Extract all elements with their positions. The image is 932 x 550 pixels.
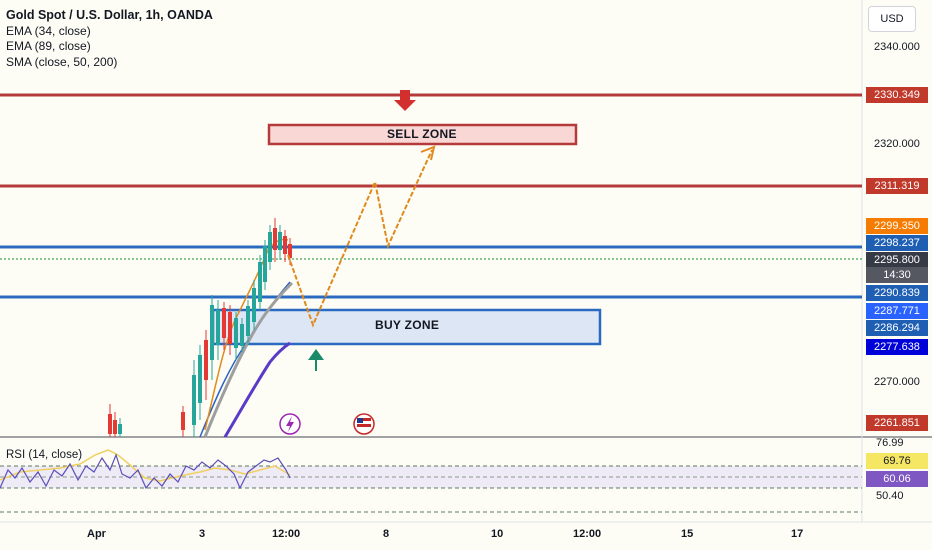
time-axis-label: 3 — [199, 528, 206, 540]
indicator-sma[interactable]: SMA (close, 50, 200) — [6, 54, 118, 69]
rsi-band — [0, 466, 862, 488]
symbol-title[interactable]: Gold Spot / U.S. Dollar, 1h, OANDA — [6, 8, 213, 22]
time-axis-label: 12:00 — [272, 528, 301, 540]
candle-body — [240, 324, 244, 346]
candlesticks[interactable] — [108, 218, 292, 437]
candle-body — [204, 340, 208, 380]
ema-89-line — [223, 341, 291, 438]
rsi-axis-bottom: 50.40 — [876, 490, 904, 502]
candle-body — [234, 318, 238, 348]
indicator-ema-34[interactable]: EMA (34, close) — [6, 23, 91, 38]
candle-body — [252, 288, 256, 322]
rsi-legend[interactable]: RSI (14, close) — [6, 449, 83, 461]
rsi-ma-line — [0, 449, 291, 482]
candle-body — [273, 228, 277, 250]
candle-body — [198, 355, 202, 403]
price-tag-support-lower[interactable]: 2290.839 — [866, 285, 928, 301]
candle-body — [181, 412, 185, 430]
price-axis-label: 2340.000 — [874, 41, 920, 53]
price-tag-sma[interactable]: 2286.294 — [866, 320, 928, 336]
rsi-line — [0, 453, 291, 490]
price-tag-resistance-upper[interactable]: 2330.349 — [866, 87, 928, 103]
buy-zone-label: BUY ZONE — [375, 318, 440, 332]
chart-legend[interactable]: Gold Spot / U.S. Dollar, 1h, OANDA EMA (… — [6, 8, 213, 70]
candle-body — [118, 424, 122, 434]
candle-body — [278, 232, 282, 250]
candle-body — [108, 414, 112, 434]
price-tag-countdown: 14:30 — [866, 267, 928, 283]
price-tag-ema-fast[interactable]: 2299.350 — [866, 218, 928, 234]
candle-body — [263, 246, 267, 282]
flash-event-icon[interactable] — [279, 413, 301, 435]
indicator-ema-89[interactable]: EMA (89, close) — [6, 39, 91, 53]
candle-body — [216, 310, 220, 345]
candle-body — [288, 244, 292, 258]
sell-zone-box[interactable] — [267, 123, 578, 146]
price-tag-ema-89[interactable]: 2277.638 — [866, 339, 928, 355]
time-axis-label: 17 — [791, 528, 804, 540]
buy-zone-box[interactable] — [211, 308, 602, 346]
price-tag-current-price[interactable]: 2295.800 — [866, 252, 928, 268]
projection-path[interactable] — [287, 149, 433, 328]
price-tag-support-upper[interactable]: 2298.237 — [866, 235, 928, 251]
rsi-tag-value[interactable]: 60.06 — [866, 471, 928, 487]
price-axis-label: 2320.000 — [874, 138, 920, 150]
candle-body — [113, 420, 117, 434]
currency-button[interactable]: USD — [868, 6, 916, 32]
candle-body — [228, 312, 232, 344]
time-axis-label: 12:00 — [573, 528, 602, 540]
sell-zone-label: SELL ZONE — [387, 127, 457, 141]
time-axis-label: Apr — [87, 528, 106, 540]
arrow-down-icon[interactable] — [394, 90, 416, 111]
rsi-axis-top: 76.99 — [876, 437, 904, 449]
arrow-up-icon[interactable] — [308, 349, 324, 371]
candle-body — [268, 232, 272, 262]
candle-body — [192, 375, 196, 425]
sma-50-line — [203, 281, 294, 438]
candle-body — [258, 262, 262, 302]
ema-fast-line — [204, 238, 289, 431]
time-axis-label: 10 — [491, 528, 504, 540]
candle-body — [283, 236, 287, 254]
us-flag-event-icon[interactable] — [353, 413, 375, 435]
candle-body — [210, 305, 214, 360]
price-tag-resistance-lower[interactable]: 2311.319 — [866, 178, 928, 194]
time-axis-label: 15 — [681, 528, 694, 540]
time-axis-label: 8 — [383, 528, 390, 540]
candle-body — [246, 306, 250, 336]
price-pane[interactable] — [0, 0, 862, 437]
price-axis-label: 2270.000 — [874, 376, 920, 388]
price-tag-ema-34[interactable]: 2287.771 — [866, 303, 928, 319]
projection-arrowhead — [420, 145, 436, 161]
price-tag-low[interactable]: 2261.851 — [866, 415, 928, 431]
rsi-tag-ma[interactable]: 69.76 — [866, 453, 928, 469]
candle-body — [222, 308, 226, 338]
